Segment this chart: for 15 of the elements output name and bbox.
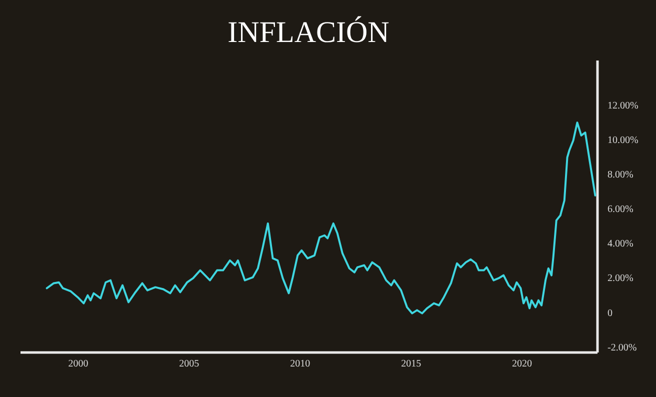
x-tick-label: 2010 — [290, 358, 310, 370]
y-tick-label: 2.00% — [608, 273, 634, 284]
y-tick-label: 8.00% — [608, 170, 634, 181]
x-tick-label: 2015 — [401, 358, 422, 370]
y-tick-label: -2.00% — [608, 342, 637, 354]
x-tick-label: 2005 — [179, 358, 200, 370]
y-tick-label: 6.00% — [608, 204, 634, 216]
x-tick-label: 2020 — [512, 358, 532, 370]
y-tick-label: 4.00% — [608, 238, 634, 250]
y-tick-label: 12.00% — [608, 100, 638, 112]
chart-title: INFLACIÓN — [228, 16, 390, 49]
line-series — [46, 122, 596, 314]
x-tick-label: 2000 — [68, 358, 88, 370]
y-tick-label: 0 — [608, 308, 612, 319]
y-tick-label: 10.00% — [608, 134, 638, 146]
